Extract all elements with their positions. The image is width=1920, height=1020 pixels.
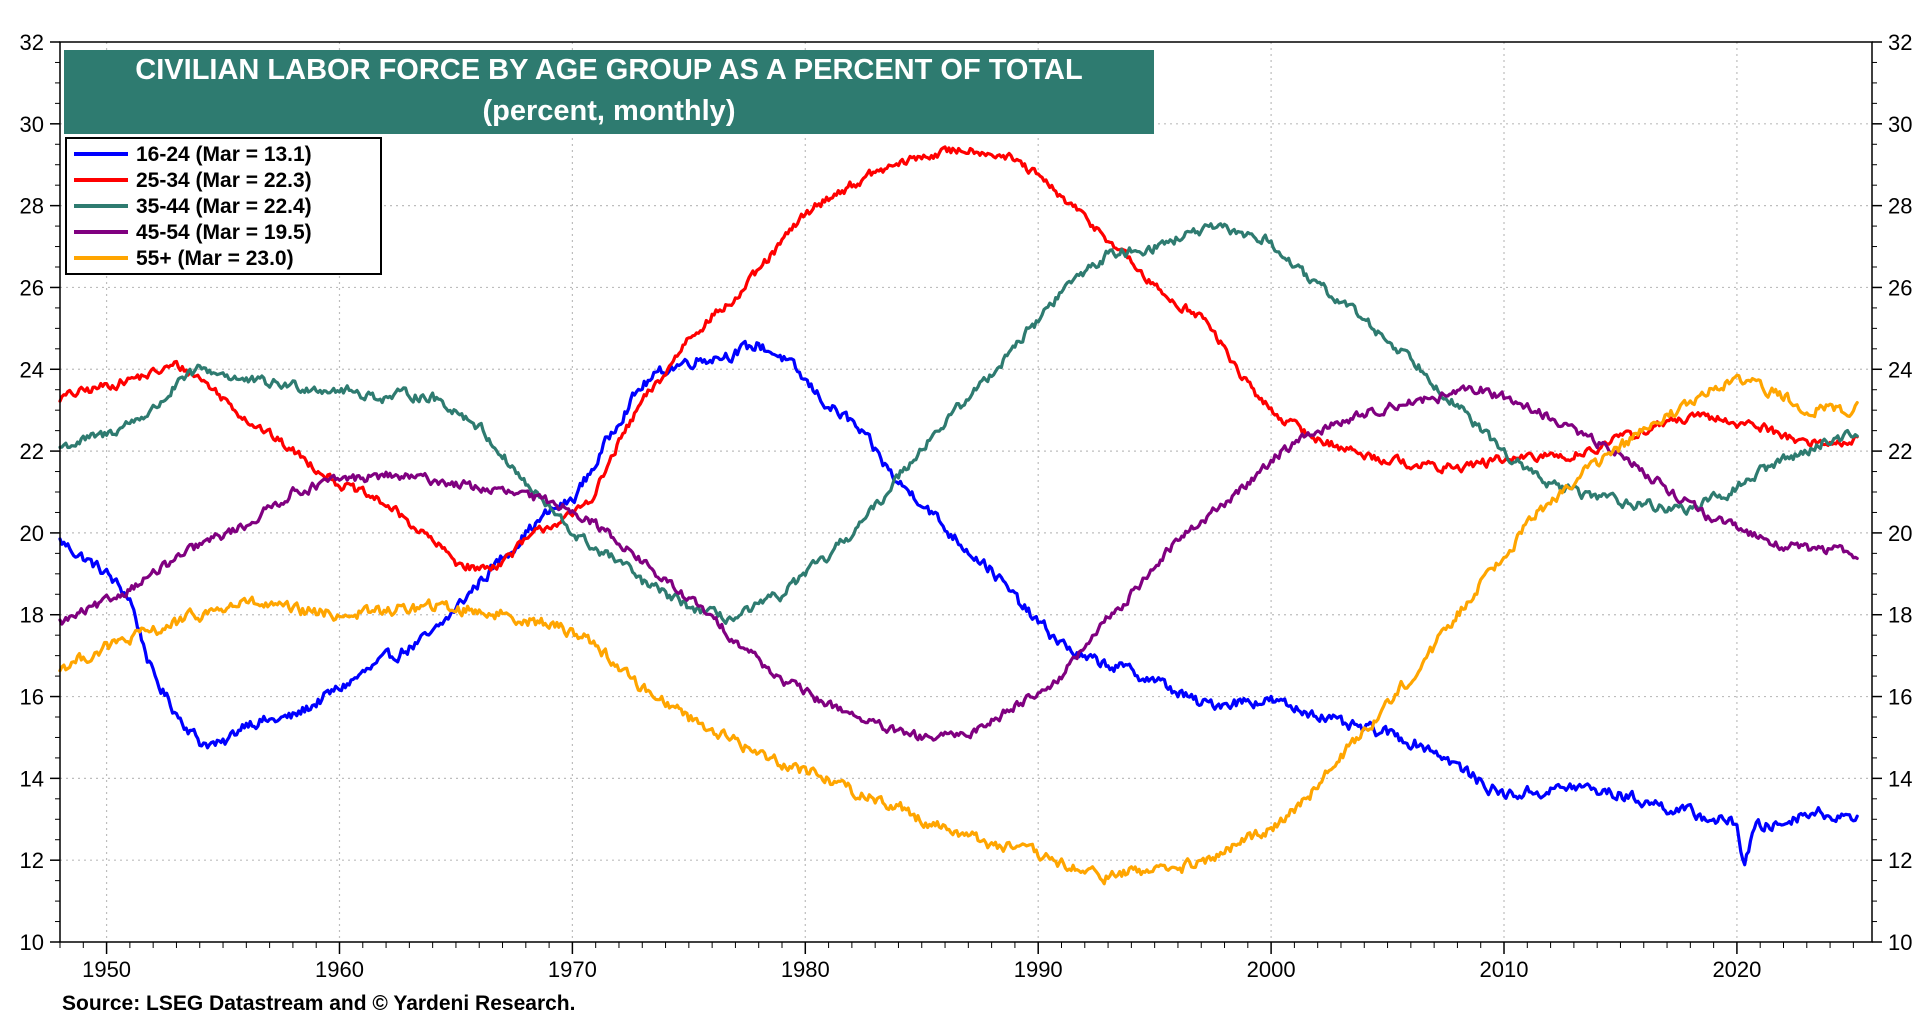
legend-label-35-44: 35-44 (Mar = 22.4) <box>136 195 312 218</box>
y-tick-label: 10 <box>20 930 44 955</box>
y-tick-label: 14 <box>20 766 44 791</box>
y-tick-label: 28 <box>20 194 44 219</box>
series-line-45-54 <box>58 384 1859 742</box>
chart-subtitle: (percent, monthly) <box>483 95 736 127</box>
series-line-25-34 <box>58 145 1859 572</box>
series-line-35-44 <box>58 222 1859 625</box>
series-line-16-24 <box>58 339 1859 867</box>
legend-label-45-54: 45-54 (Mar = 19.5) <box>136 221 312 244</box>
x-tick-label: 1970 <box>548 957 597 982</box>
x-tick-label: 1960 <box>315 957 364 982</box>
y-tick-label-right: 28 <box>1888 194 1912 219</box>
y-tick-label: 12 <box>20 848 44 873</box>
series-line-55+ <box>58 373 1859 886</box>
y-tick-label: 16 <box>20 685 44 710</box>
y-tick-label-right: 30 <box>1888 112 1912 137</box>
title-box: CIVILIAN LABOR FORCE BY AGE GROUP AS A P… <box>64 50 1154 134</box>
source-note: Source: LSEG Datastream and © Yardeni Re… <box>62 992 575 1015</box>
y-tick-label-right: 16 <box>1888 685 1912 710</box>
legend-label-16-24: 16-24 (Mar = 13.1) <box>136 143 312 166</box>
legend-label-25-34: 25-34 (Mar = 22.3) <box>136 169 312 192</box>
y-tick-label-right: 24 <box>1888 357 1912 382</box>
chart-title: CIVILIAN LABOR FORCE BY AGE GROUP AS A P… <box>135 54 1082 86</box>
x-tick-label: 2010 <box>1480 957 1529 982</box>
y-tick-label-right: 20 <box>1888 521 1912 546</box>
x-tick-label: 1980 <box>781 957 830 982</box>
y-tick-label: 30 <box>20 112 44 137</box>
legend: 16-24 (Mar = 13.1) 25-34 (Mar = 22.3) 35-4… <box>65 137 382 275</box>
x-tick-label: 1950 <box>82 957 131 982</box>
y-tick-label: 18 <box>20 603 44 628</box>
y-tick-label-right: 32 <box>1888 30 1912 55</box>
y-tick-label-right: 26 <box>1888 275 1912 300</box>
y-tick-label: 24 <box>20 357 44 382</box>
x-tick-label: 1990 <box>1014 957 1063 982</box>
y-tick-label: 22 <box>20 439 44 464</box>
y-tick-label: 26 <box>20 275 44 300</box>
y-tick-label-right: 10 <box>1888 930 1912 955</box>
series-layer <box>58 145 1859 886</box>
legend-label-55+: 55+ (Mar = 23.0) <box>136 247 294 270</box>
y-tick-label-right: 22 <box>1888 439 1912 464</box>
y-tick-label: 20 <box>20 521 44 546</box>
y-tick-label-right: 14 <box>1888 766 1912 791</box>
x-tick-label: 2000 <box>1247 957 1296 982</box>
x-tick-label: 2020 <box>1712 957 1761 982</box>
y-tick-label-right: 18 <box>1888 603 1912 628</box>
y-tick-label-right: 12 <box>1888 848 1912 873</box>
y-tick-label: 32 <box>20 30 44 55</box>
